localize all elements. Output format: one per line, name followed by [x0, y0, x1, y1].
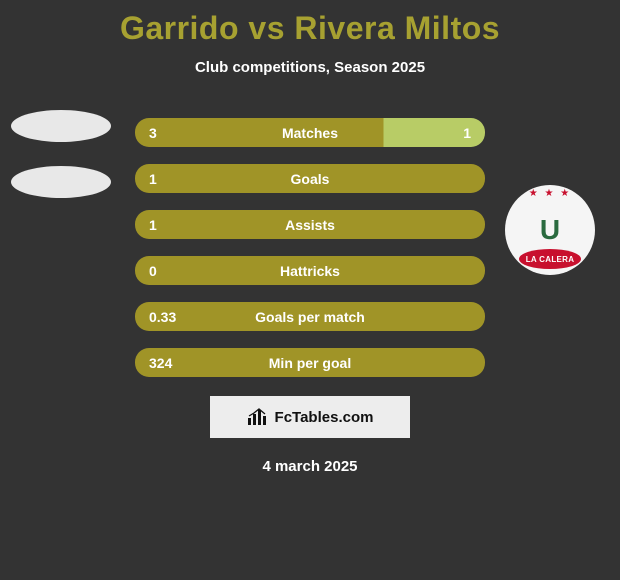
stat-left-value: 1: [149, 217, 157, 233]
stat-left-value: 0.33: [149, 309, 176, 325]
stat-bar-assists: 1 Assists: [135, 210, 485, 239]
stat-left-value: 324: [149, 355, 172, 371]
stats-bars: 3 Matches 1 1 Goals 1 Assists 0 Hattrick…: [135, 118, 485, 377]
stat-label: Min per goal: [135, 355, 485, 371]
club-crest: ★ ★ ★ U LA CALERA: [505, 185, 595, 275]
brand-banner: FcTables.com: [210, 396, 410, 438]
date-label: 4 march 2025: [0, 458, 620, 475]
ellipse-placeholder: [11, 110, 111, 142]
crest-stars: ★ ★ ★: [529, 188, 571, 199]
stat-bar-goals: 1 Goals: [135, 164, 485, 193]
stat-left-value: 0: [149, 263, 157, 279]
stat-right-value: 1: [463, 125, 471, 141]
right-club-badge: ★ ★ ★ U LA CALERA: [500, 180, 600, 280]
stat-bar-min-per-goal: 324 Min per goal: [135, 348, 485, 377]
stat-label: Goals per match: [135, 309, 485, 325]
brand-text: FcTables.com: [275, 409, 374, 426]
stat-bar-hattricks: 0 Hattricks: [135, 256, 485, 285]
stat-left-value: 3: [149, 125, 157, 141]
stat-label: Goals: [135, 171, 485, 187]
stat-left-value: 1: [149, 171, 157, 187]
ellipse-placeholder: [11, 166, 111, 198]
crest-letter: U: [540, 214, 560, 246]
page-title: Garrido vs Rivera Miltos: [0, 0, 620, 47]
left-player-badge: [8, 110, 113, 215]
stat-label: Hattricks: [135, 263, 485, 279]
stat-label: Matches: [135, 125, 485, 141]
content-area: ★ ★ ★ U LA CALERA 3 Matches 1 1 Goals 1 …: [0, 118, 620, 475]
stat-bar-matches: 3 Matches 1: [135, 118, 485, 147]
stat-label: Assists: [135, 217, 485, 233]
subtitle: Club competitions, Season 2025: [0, 59, 620, 76]
bar-chart-icon: [247, 408, 269, 426]
stat-bar-goals-per-match: 0.33 Goals per match: [135, 302, 485, 331]
crest-ribbon: LA CALERA: [519, 249, 581, 269]
